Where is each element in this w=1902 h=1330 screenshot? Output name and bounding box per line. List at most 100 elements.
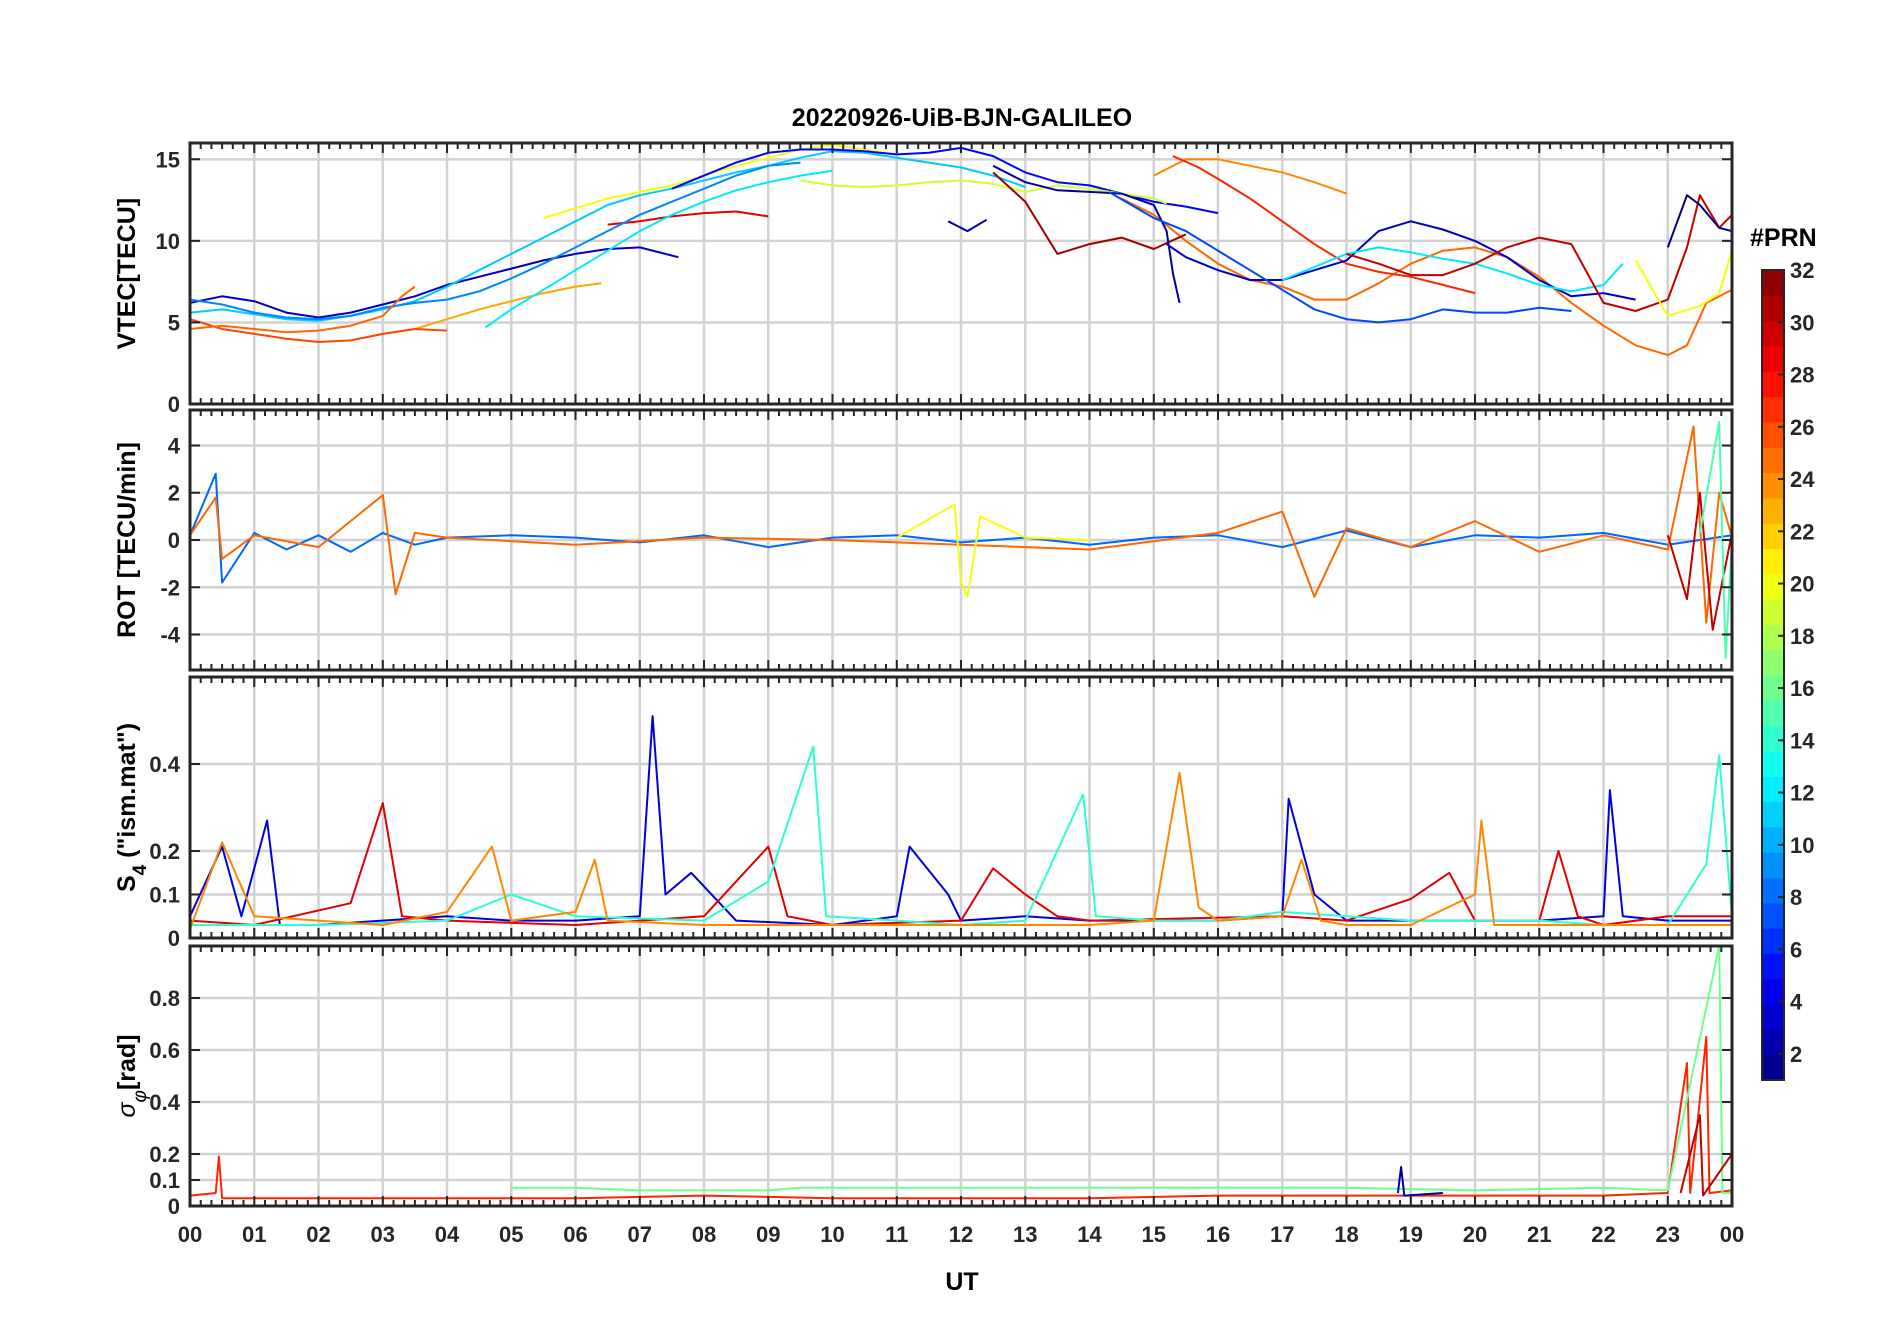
- y-tick-label: 0: [168, 392, 180, 417]
- series-prn-25: [190, 285, 416, 334]
- colorbar-segment: [1762, 270, 1784, 296]
- y-tick-label: 2: [168, 481, 180, 506]
- series-prn-9: [190, 161, 801, 321]
- series-group-rot: [190, 420, 1732, 660]
- colorbar-tick-label: 28: [1790, 363, 1814, 388]
- colorbar-segment: [1762, 776, 1784, 803]
- y-tick-label: 0.8: [149, 986, 180, 1011]
- colorbar-segment: [1762, 649, 1784, 676]
- series-prn-2: [992, 164, 1181, 304]
- x-tick-label: 06: [563, 1222, 587, 1247]
- colorbar-segment: [1762, 548, 1784, 575]
- panel-vtec: 0 5 10 15 VTEC[TECU]: [113, 141, 1734, 417]
- colorbar-segment: [1762, 978, 1784, 1005]
- colorbar-tick-label: 8: [1790, 885, 1802, 910]
- colorbar-tick-label: 10: [1790, 833, 1814, 858]
- x-tick-label: 05: [499, 1222, 523, 1247]
- series-prn-12: [1281, 246, 1624, 293]
- x-tick-label: 23: [1656, 1222, 1680, 1247]
- series-group-vtec: [190, 143, 1732, 357]
- colorbar-segment: [1762, 877, 1784, 904]
- colorbar-segment: [1762, 624, 1784, 651]
- x-tick-label: 10: [820, 1222, 844, 1247]
- colorbar-segment: [1762, 345, 1784, 372]
- x-tick-label: 18: [1334, 1222, 1358, 1247]
- colorbar-segment: [1762, 320, 1784, 347]
- panel-rot-frame: [188, 408, 1734, 672]
- x-tick-label: 09: [756, 1222, 780, 1247]
- colorbar-segment: [1762, 371, 1784, 398]
- series-prn-12: [484, 169, 833, 329]
- colorbar-segment: [1762, 573, 1784, 600]
- y-tick-label: 0: [168, 528, 180, 553]
- y-label-main: σ: [113, 1102, 141, 1118]
- series-prn-2: [1396, 1166, 1443, 1197]
- y-axis-label-sigma: σφ[rad]: [113, 1034, 151, 1117]
- series-prn-25: [1121, 197, 1732, 357]
- colorbar-segment: [1762, 472, 1784, 499]
- y-tick-label: 0: [168, 1194, 180, 1219]
- x-tick-label: 03: [371, 1222, 395, 1247]
- x-tick-label: 12: [949, 1222, 973, 1247]
- colorbar-tick-label: 18: [1790, 624, 1814, 649]
- colorbar-tick-label: 26: [1790, 415, 1814, 440]
- y-axis-label-s4: S4 ("ism.mat"): [113, 723, 151, 892]
- colorbar-segment: [1762, 396, 1784, 423]
- panel-s4-frame: [188, 675, 1734, 940]
- colorbar-tick-label: 12: [1790, 781, 1814, 806]
- y-label-sub: φ: [130, 1090, 151, 1102]
- panel-sigma-frame: [188, 944, 1734, 1208]
- series-prn-3: [190, 246, 679, 319]
- y-tick-label: 10: [156, 229, 180, 254]
- colorbar-segment: [1762, 725, 1784, 752]
- colorbar-segment: [1762, 902, 1784, 929]
- colorbar-tick-label: 14: [1790, 728, 1815, 753]
- panel-rot: -4 -2 0 2 4 ROT [TECU/min]: [113, 408, 1734, 672]
- panel-sigma: 00.10.2 0.4 0.6 0.8 σφ[rad]: [113, 944, 1734, 1219]
- y-label-rest: [rad]: [113, 1034, 141, 1090]
- x-tick-label: 13: [1013, 1222, 1037, 1247]
- colorbar-segment: [1762, 675, 1784, 701]
- y-label-sub: 4: [130, 864, 151, 875]
- colorbar-frame: [1761, 269, 1785, 1081]
- x-tick-label: 19: [1399, 1222, 1423, 1247]
- series-prn-27: [1172, 155, 1476, 295]
- series-prn-20: [1634, 250, 1732, 317]
- x-tick-label: 11: [885, 1222, 908, 1247]
- series-prn-23: [414, 282, 602, 330]
- x-tick-labels: 00 01 02 03 04 05 06 07 08 09 10 11 12 13 14 15 16 17 18 19…: [178, 1222, 1744, 1247]
- colorbar-segment: [1762, 599, 1784, 625]
- panel-s4: 00.10.20.4S4 ("ism.mat"): [113, 675, 1734, 951]
- y-label-rest: ("ism.mat"): [113, 723, 141, 865]
- colorbar-segment: [1762, 700, 1784, 727]
- series-prn-20: [543, 143, 897, 219]
- colorbar-tick-label: 30: [1790, 310, 1814, 335]
- series-prn-24: [190, 771, 1732, 930]
- y-tick-label: 0: [168, 926, 180, 951]
- series-prn-20: [896, 503, 1090, 598]
- series-prn-26: [190, 318, 448, 343]
- colorbar-segment: [1762, 1004, 1784, 1030]
- colorbar-segment: [1762, 421, 1784, 448]
- colorbar-segment: [1762, 1029, 1784, 1056]
- series-prn-30: [1679, 1114, 1732, 1197]
- y-ticks-rot: [190, 444, 1732, 636]
- colorbar-segment: [1762, 953, 1784, 980]
- colorbar-segment: [1762, 1054, 1784, 1081]
- x-axis-label: UT: [945, 1268, 978, 1296]
- x-tick-label: 04: [435, 1222, 460, 1247]
- x-tick-label: 02: [306, 1222, 330, 1247]
- x-tick-label: 17: [1270, 1222, 1294, 1247]
- colorbar-tick-label: 32: [1790, 258, 1814, 283]
- y-tick-label: -2: [160, 575, 180, 600]
- chart-title: 20220926-UiB-BJN-GALILEO: [792, 104, 1132, 132]
- series-prn-7: [1108, 191, 1572, 324]
- colorbar-segment: [1762, 852, 1784, 879]
- colorbar-tick-label: 24: [1790, 467, 1815, 492]
- y-axis-label-vtec: VTEC[TECU]: [113, 198, 141, 349]
- series-prn-8: [190, 472, 1732, 584]
- series-prn-30: [1346, 194, 1732, 312]
